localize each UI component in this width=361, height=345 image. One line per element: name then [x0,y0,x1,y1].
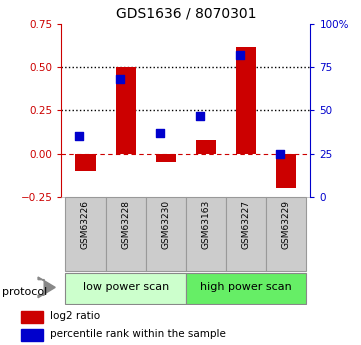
Text: protocol: protocol [2,287,47,296]
Bar [276,154,296,188]
Bar [116,67,136,154]
Text: high power scan: high power scan [200,283,292,292]
Point [77,134,82,139]
Point [157,130,163,136]
Point [278,151,283,156]
Text: GSM63227: GSM63227 [242,200,251,249]
Text: low power scan: low power scan [83,283,169,292]
FancyBboxPatch shape [105,197,146,271]
Text: GSM63228: GSM63228 [121,200,130,249]
Title: GDS1636 / 8070301: GDS1636 / 8070301 [116,6,256,20]
Bar [236,47,256,154]
Text: GSM63226: GSM63226 [81,200,90,249]
Bar [21,311,43,323]
FancyBboxPatch shape [266,197,306,271]
Text: GSM63229: GSM63229 [282,200,291,249]
FancyBboxPatch shape [226,197,266,271]
FancyArrow shape [38,277,55,298]
Bar [21,329,43,341]
Point [237,52,243,58]
Bar [196,140,216,154]
Point [197,113,203,118]
FancyBboxPatch shape [65,197,105,271]
FancyBboxPatch shape [146,197,186,271]
Point [117,77,122,82]
Bar [156,154,176,162]
FancyBboxPatch shape [186,197,226,271]
Text: percentile rank within the sample: percentile rank within the sample [50,329,226,339]
Bar [75,154,96,171]
Text: log2 ratio: log2 ratio [50,312,100,322]
FancyBboxPatch shape [186,273,306,304]
FancyBboxPatch shape [65,273,186,304]
Text: GSM63230: GSM63230 [161,200,170,249]
Text: GSM63163: GSM63163 [201,200,210,249]
